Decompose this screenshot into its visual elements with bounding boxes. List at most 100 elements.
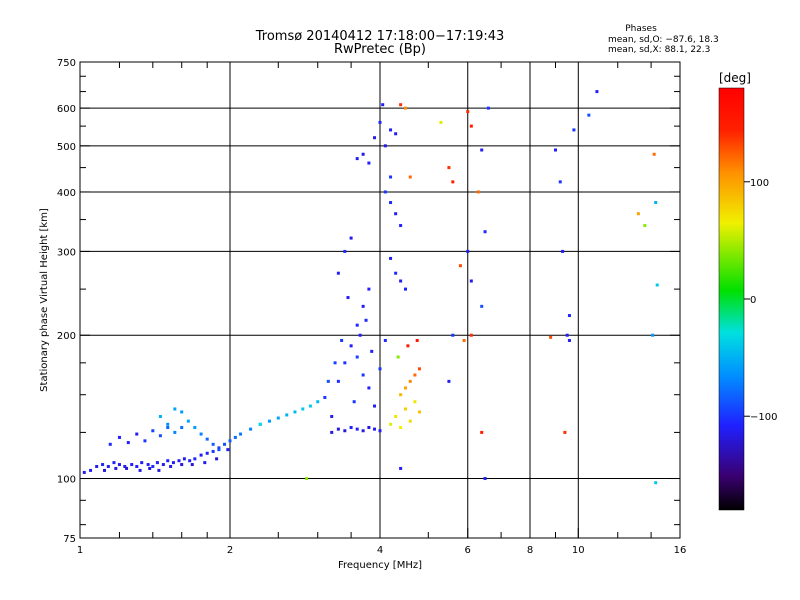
data-point [101, 463, 105, 467]
data-point [355, 323, 359, 327]
data-point [205, 451, 209, 455]
data-point [399, 393, 403, 397]
data-point [330, 430, 334, 434]
data-point [161, 463, 165, 467]
data-point [408, 379, 412, 383]
data-point [173, 430, 177, 434]
data-point [233, 435, 237, 439]
data-point [399, 279, 403, 283]
data-point [305, 477, 309, 481]
data-point [370, 349, 374, 353]
minor-ticks [80, 62, 680, 538]
data-point [135, 464, 139, 468]
data-point [239, 432, 243, 436]
x-tick-label: 2 [227, 545, 233, 556]
data-points [82, 90, 659, 485]
data-point [203, 461, 207, 465]
data-point [654, 201, 658, 205]
data-point [367, 425, 371, 429]
data-point [394, 414, 398, 418]
data-point [378, 429, 382, 433]
data-point [466, 110, 470, 114]
colorbar [718, 87, 745, 511]
data-point [148, 466, 152, 470]
data-point [587, 113, 591, 117]
data-point [130, 463, 134, 467]
data-point [112, 461, 116, 465]
data-point [336, 427, 340, 431]
data-point [158, 414, 162, 418]
data-point [558, 180, 562, 184]
data-point [355, 157, 359, 161]
data-point [358, 333, 362, 337]
data-point [417, 367, 421, 371]
data-point [308, 404, 312, 408]
data-point [103, 468, 107, 472]
y-tick-label: 75 [63, 534, 76, 545]
x-tick-label: 10 [572, 545, 585, 556]
data-point [217, 446, 221, 450]
data-point [177, 459, 181, 463]
data-point [226, 448, 230, 452]
x-tick-label: 16 [674, 545, 687, 556]
data-point [340, 338, 344, 342]
data-point [595, 90, 599, 94]
data-point [403, 287, 407, 291]
data-point [293, 410, 297, 414]
data-point [106, 464, 110, 468]
data-point [173, 407, 177, 411]
data-point [126, 441, 130, 445]
data-point [553, 148, 557, 152]
data-point [361, 429, 365, 433]
data-point [373, 427, 377, 431]
data-point [469, 279, 473, 283]
x-axis-label: Frequency [MHz] [338, 560, 422, 571]
data-point [215, 457, 219, 461]
x-tick-label: 4 [377, 545, 383, 556]
data-point [258, 422, 262, 426]
data-point [95, 464, 99, 468]
colorbar-ticks: 100 0 −100 [744, 178, 777, 423]
data-point [469, 124, 473, 128]
data-point [378, 120, 382, 124]
data-point [166, 422, 170, 426]
data-point [157, 468, 161, 472]
data-point [394, 212, 398, 216]
data-point [166, 425, 170, 429]
data-point [333, 361, 337, 365]
data-point [89, 468, 93, 472]
data-point [346, 296, 350, 300]
data-point [655, 283, 659, 287]
data-point [389, 422, 393, 426]
data-point [123, 464, 127, 468]
data-point [403, 407, 407, 411]
chart-title-line1: Tromsø 20140412 17:18:00−17:19:43 [255, 29, 505, 44]
data-point [349, 425, 353, 429]
data-point [301, 407, 305, 411]
data-point [276, 416, 280, 420]
x-axis-ticks: 1 2 4 6 8 10 16 [77, 528, 687, 556]
y-tick-label: 400 [57, 188, 76, 199]
data-point [205, 437, 209, 441]
data-point [169, 464, 173, 468]
data-point [199, 453, 203, 457]
data-point [476, 190, 480, 194]
data-point [349, 236, 353, 240]
y-tick-label: 200 [57, 331, 76, 342]
data-point [413, 400, 417, 404]
data-point [355, 427, 359, 431]
data-point [389, 128, 393, 132]
colorbar-label: [deg] [719, 71, 751, 85]
y-tick-label: 600 [57, 104, 76, 115]
colorbar-tick-label: 100 [750, 178, 769, 189]
y-tick-label: 100 [57, 475, 76, 486]
data-point [394, 271, 398, 275]
y-tick-label: 500 [57, 142, 76, 153]
data-point [439, 120, 443, 124]
data-point [563, 430, 567, 434]
data-point [166, 459, 170, 463]
data-point [389, 201, 393, 205]
data-point [654, 481, 658, 485]
data-point [343, 249, 347, 253]
